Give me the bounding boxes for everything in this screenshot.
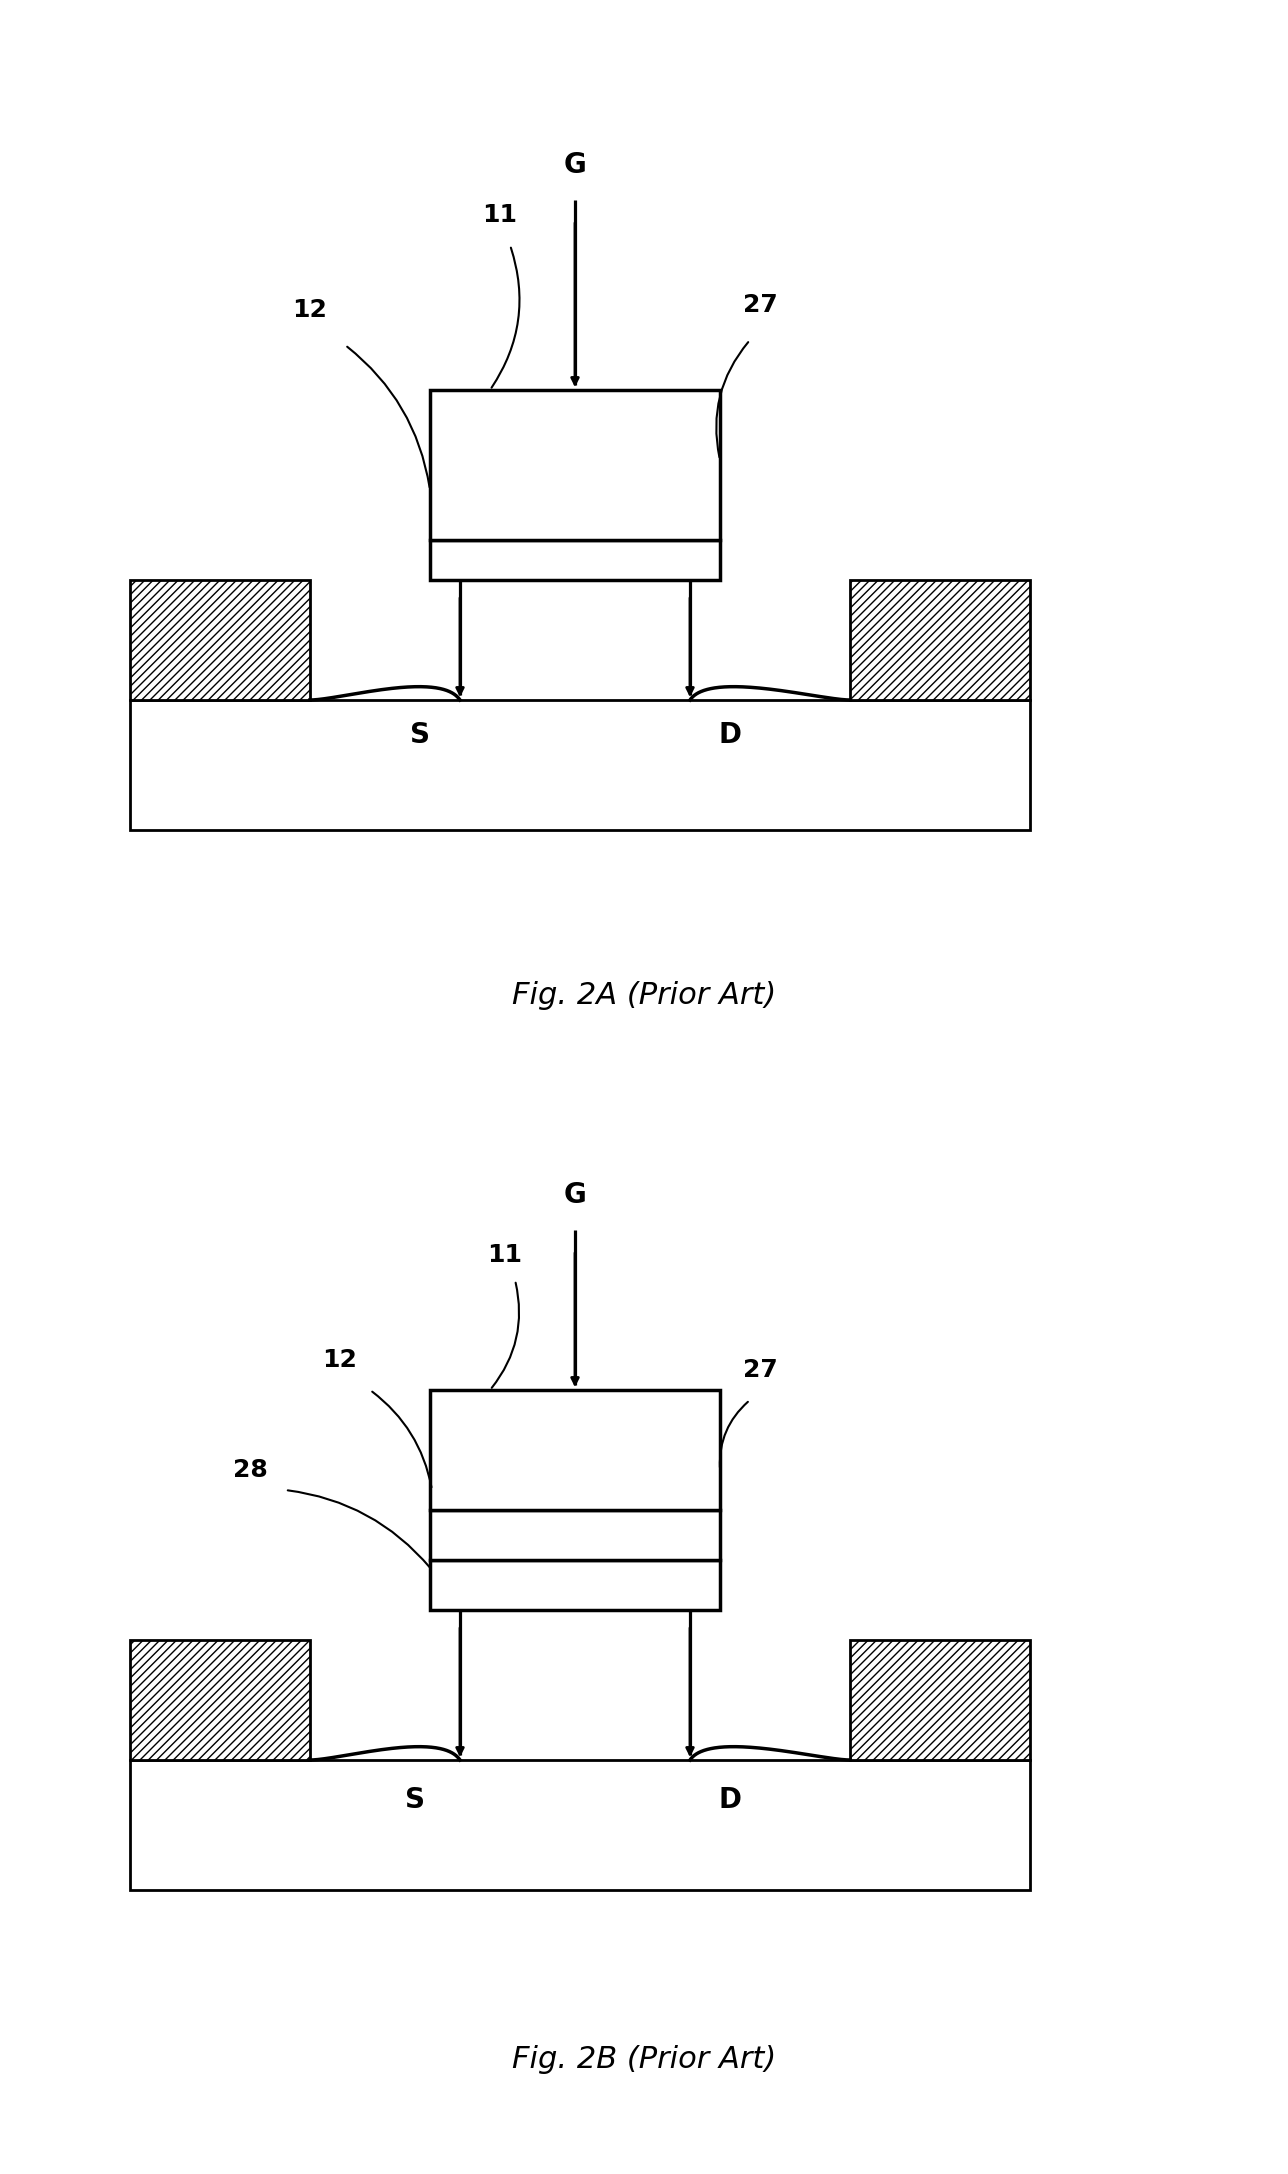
Bar: [430, 539, 720, 580]
Text: G: G: [564, 150, 586, 178]
Bar: [430, 1561, 720, 1611]
Text: 11: 11: [483, 202, 518, 226]
Bar: [430, 389, 720, 539]
Text: G: G: [564, 1180, 586, 1209]
Text: 12: 12: [322, 1348, 358, 1372]
Bar: [850, 1639, 1030, 1761]
Text: 27: 27: [743, 1359, 778, 1383]
Bar: [130, 580, 310, 700]
Text: D: D: [719, 722, 742, 750]
Text: Fig. 2B (Prior Art): Fig. 2B (Prior Art): [511, 2046, 777, 2074]
Bar: [130, 1761, 1030, 1889]
Bar: [130, 700, 1030, 830]
Text: 27: 27: [743, 293, 778, 317]
Bar: [130, 1639, 310, 1761]
Text: 12: 12: [292, 298, 327, 322]
Text: 11: 11: [487, 1244, 523, 1267]
Text: Fig. 2A (Prior Art): Fig. 2A (Prior Art): [511, 980, 777, 1009]
Text: S: S: [404, 1787, 425, 1813]
Text: D: D: [719, 1787, 742, 1813]
Bar: [430, 1389, 720, 1511]
Bar: [850, 580, 1030, 700]
Bar: [430, 1511, 720, 1561]
Text: 28: 28: [233, 1459, 268, 1483]
Text: S: S: [410, 722, 430, 750]
